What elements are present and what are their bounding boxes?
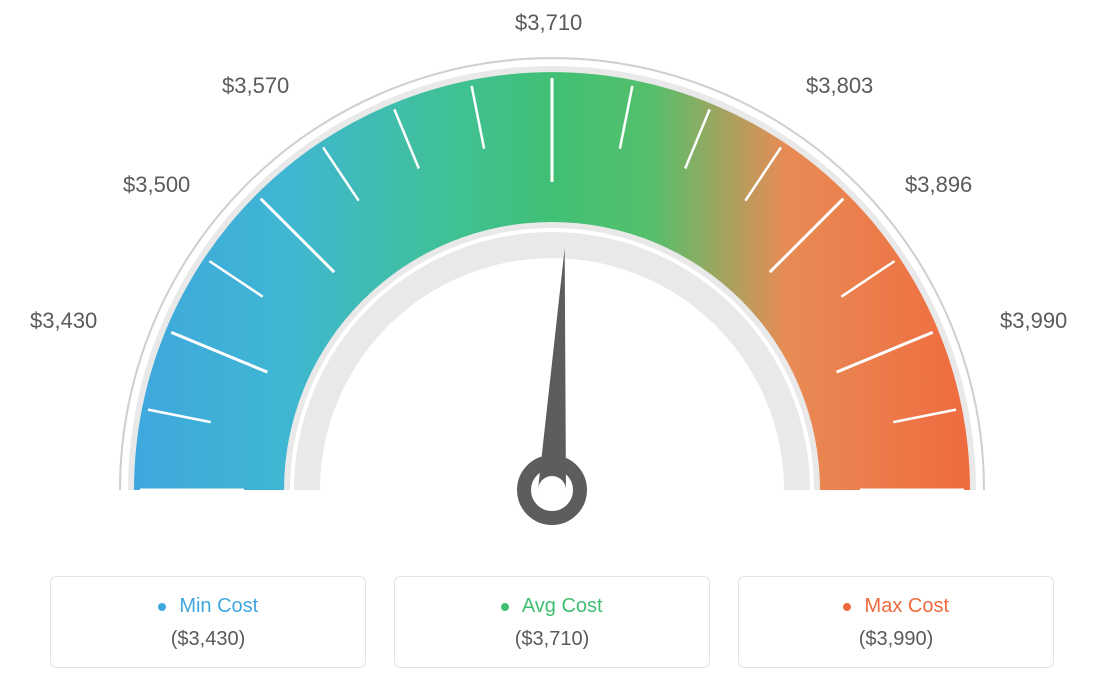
gauge-tick-label: $3,896 (905, 172, 972, 198)
gauge-tick-label: $3,570 (222, 73, 289, 99)
gauge-tick-label: $3,990 (1000, 308, 1067, 334)
legend-min-title-wrap: Min Cost (158, 595, 258, 618)
legend-card-avg: Avg Cost ($3,710) (394, 576, 710, 668)
gauge-tick-label: $3,710 (515, 10, 582, 36)
legend-min-value: ($3,430) (61, 628, 355, 651)
legend-avg-value: ($3,710) (405, 628, 699, 651)
legend-max-title: Max Cost (865, 595, 949, 617)
legend-card-min: Min Cost ($3,430) (50, 576, 366, 668)
legend-avg-dot-icon (501, 603, 509, 611)
gauge-tick-label: $3,803 (806, 73, 873, 99)
legend-max-dot-icon (843, 603, 851, 611)
legend-card-max: Max Cost ($3,990) (738, 576, 1054, 668)
gauge-area: $3,430 $3,500 $3,570 $3,710 $3,803 $3,896 $3,9… (0, 0, 1104, 560)
legend-min-title: Min Cost (179, 595, 258, 617)
gauge-chart-container: $3,430 $3,500 $3,570 $3,710 $3,803 $3,896 $3,9… (0, 0, 1104, 690)
legend-avg-title-wrap: Avg Cost (501, 595, 602, 618)
gauge-tick-label: $3,430 (30, 308, 97, 334)
legend-row: Min Cost ($3,430) Avg Cost ($3,710) Max … (50, 576, 1054, 668)
legend-avg-title: Avg Cost (522, 595, 603, 617)
legend-min-dot-icon (158, 603, 166, 611)
legend-max-title-wrap: Max Cost (843, 595, 949, 618)
legend-max-value: ($3,990) (749, 628, 1043, 651)
gauge-tick-label: $3,500 (123, 172, 190, 198)
